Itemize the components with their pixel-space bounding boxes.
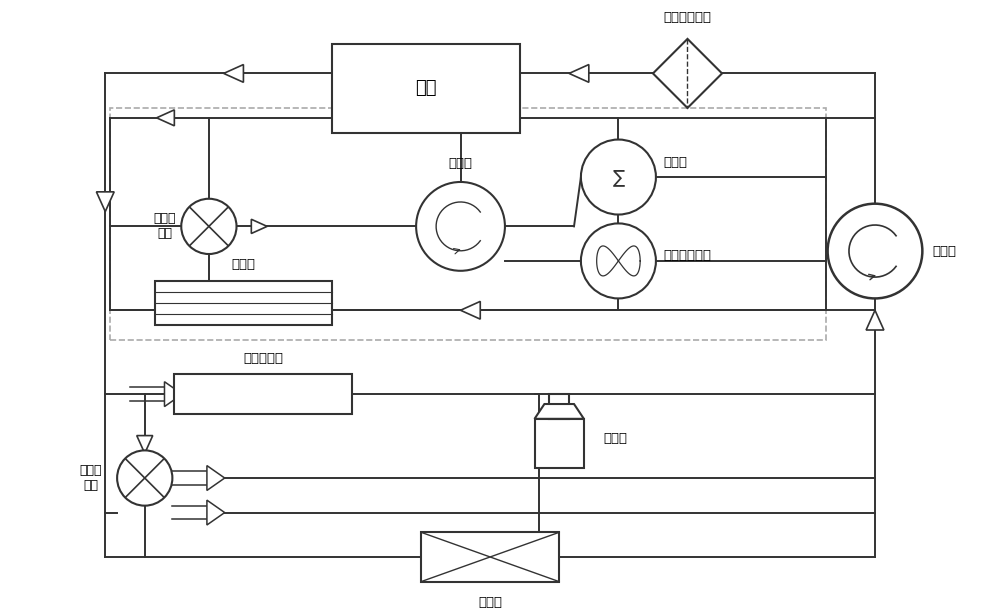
- Text: 离子交换器: 离子交换器: [243, 351, 283, 365]
- Text: 小水泵: 小水泵: [449, 157, 473, 170]
- Text: 大水泵: 大水泵: [932, 245, 956, 257]
- Bar: [421, 532, 559, 582]
- Bar: [110, 108, 826, 340]
- Polygon shape: [569, 64, 589, 82]
- Circle shape: [416, 182, 505, 271]
- Text: 暖风热交换器: 暖风热交换器: [664, 249, 712, 262]
- Polygon shape: [653, 39, 722, 108]
- Polygon shape: [224, 64, 243, 82]
- Bar: [549, 394, 569, 419]
- Text: 流量控
制阀: 流量控 制阀: [153, 212, 176, 240]
- Circle shape: [581, 140, 656, 215]
- Polygon shape: [535, 404, 584, 419]
- Bar: [155, 281, 332, 325]
- Polygon shape: [866, 310, 884, 330]
- Bar: [535, 419, 584, 468]
- Text: ∑: ∑: [612, 168, 624, 186]
- Text: 冷却液过滤器: 冷却液过滤器: [663, 11, 711, 24]
- Polygon shape: [96, 192, 114, 211]
- Bar: [174, 375, 352, 414]
- Polygon shape: [157, 110, 174, 126]
- Polygon shape: [251, 219, 267, 234]
- Circle shape: [828, 204, 922, 299]
- Circle shape: [181, 199, 237, 254]
- Text: 加热器: 加热器: [664, 156, 688, 169]
- Polygon shape: [157, 302, 174, 318]
- Polygon shape: [137, 436, 153, 454]
- Polygon shape: [164, 382, 182, 406]
- Polygon shape: [207, 466, 225, 490]
- Polygon shape: [207, 500, 225, 525]
- Text: 中冷器: 中冷器: [231, 258, 255, 271]
- Text: 膨胀箱: 膨胀箱: [604, 432, 628, 445]
- Polygon shape: [461, 302, 480, 319]
- Text: 散热器: 散热器: [478, 596, 502, 609]
- Bar: [332, 44, 520, 132]
- Text: 流量控
制阀: 流量控 制阀: [79, 464, 102, 492]
- Circle shape: [581, 223, 656, 299]
- Text: 电堆: 电堆: [415, 79, 437, 97]
- Circle shape: [117, 451, 172, 506]
